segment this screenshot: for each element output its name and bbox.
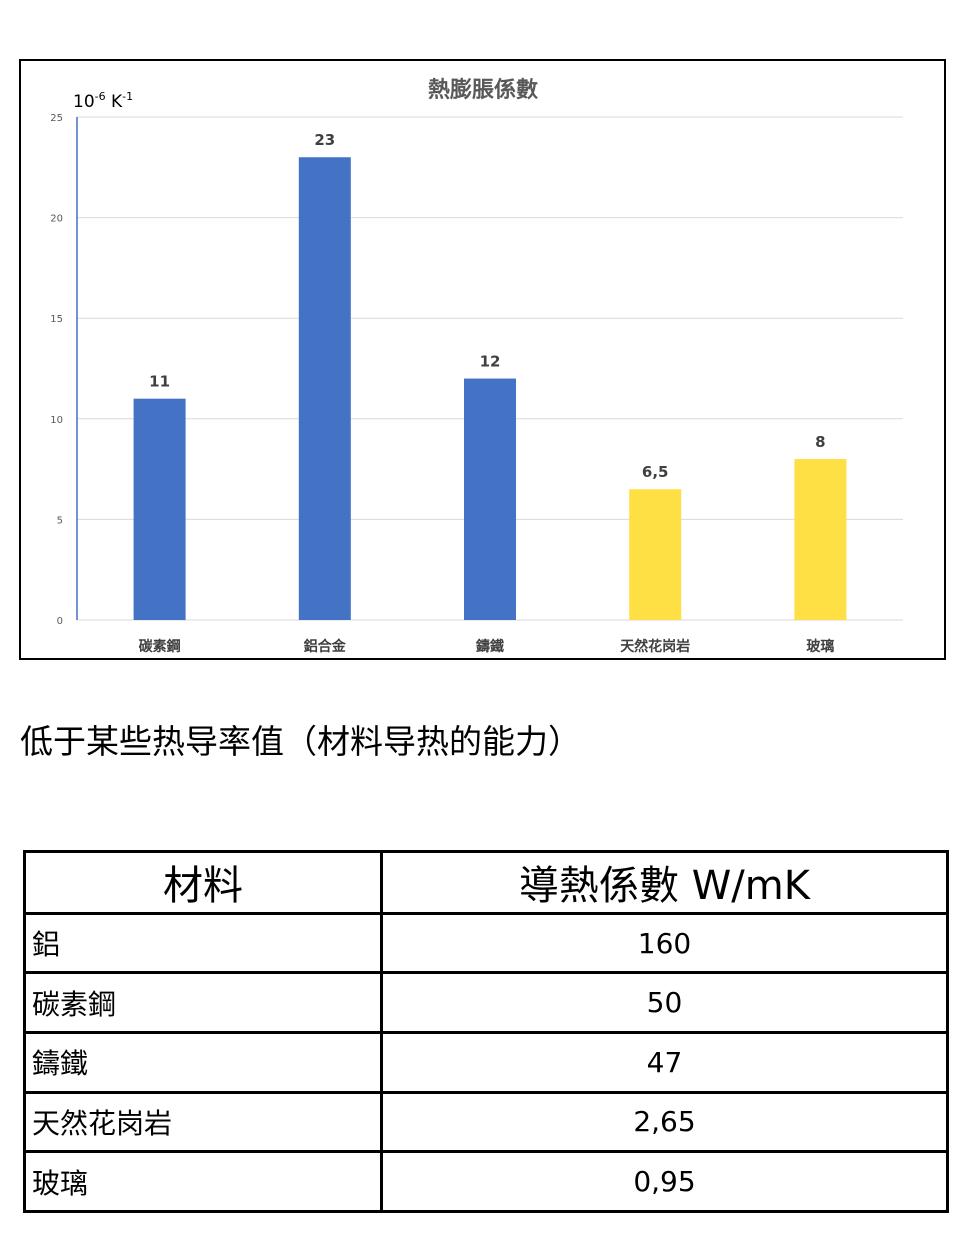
unit-symbol: K	[106, 92, 123, 112]
header-material: 材料	[23, 850, 383, 915]
y-tick-label: 0	[57, 616, 63, 627]
data-label: 8	[815, 433, 825, 451]
y-axis-ticks: 0 5 10 15 20 25	[50, 113, 63, 627]
y-tick-label: 20	[50, 214, 63, 225]
section-subtitle: 低于某些热导率值（材料导热的能力）	[20, 722, 581, 761]
bar-1	[133, 398, 186, 620]
bar-2	[298, 157, 351, 620]
unit-base: 10	[73, 92, 95, 112]
value-cell: 47	[380, 1030, 949, 1094]
y-tick-label: 25	[50, 113, 63, 124]
bar-4	[629, 489, 682, 620]
y-axis-unit-label: 10-6 K-1	[73, 90, 133, 112]
material-cell: 碳素鋼	[23, 971, 383, 1034]
category-label: 碳素鋼	[139, 638, 181, 655]
category-label: 鑄鐵	[475, 638, 504, 655]
unit-symbol-exponent: -1	[122, 90, 133, 103]
bar-5	[794, 459, 847, 620]
material-cell: 天然花岗岩	[23, 1090, 383, 1154]
data-label: 23	[314, 131, 335, 149]
category-label: 天然花岗岩	[620, 638, 690, 655]
y-tick-label: 10	[50, 415, 63, 426]
value-cell: 50	[380, 971, 949, 1034]
category-labels: 碳素鋼 鋁合金 鑄鐵 天然花岗岩 玻璃	[139, 638, 835, 655]
material-cell: 鋁	[23, 911, 383, 975]
value-cell: 160	[380, 911, 949, 975]
table-row: 鋁 160	[23, 911, 949, 975]
data-label: 11	[149, 373, 170, 391]
category-label: 玻璃	[806, 638, 834, 655]
chart-title: 熱膨脹係數	[428, 77, 538, 103]
table-row: 碳素鋼 50	[23, 971, 949, 1034]
table-header-row: 材料 導熱係數 W/mK	[23, 850, 949, 915]
category-label: 鋁合金	[304, 638, 347, 655]
thermal-expansion-chart: 熱膨脹係數 10-6 K-1 0 5 10 15 20 25 11 23 12 6,5 8 碳素鋼…	[19, 59, 946, 660]
material-cell: 玻璃	[23, 1150, 383, 1213]
data-label: 6,5	[642, 463, 669, 481]
value-cell: 2,65	[380, 1090, 949, 1154]
data-labels: 11 23 12 6,5 8	[149, 131, 825, 481]
y-tick-label: 15	[50, 314, 63, 325]
material-cell: 鑄鐵	[23, 1030, 383, 1094]
bar-3	[464, 378, 516, 620]
bars	[133, 157, 847, 620]
y-tick-label: 5	[57, 515, 63, 526]
data-label: 12	[480, 353, 501, 371]
table-row: 玻璃 0,95	[23, 1150, 949, 1213]
thermal-conductivity-table: 材料 導熱係數 W/mK 鋁 160 碳素鋼 50 鑄鐵 47 天然花岗岩 2,…	[23, 850, 949, 1213]
table-row: 鑄鐵 47	[23, 1030, 949, 1094]
unit-exponent: -6	[95, 90, 106, 103]
value-cell: 0,95	[380, 1150, 949, 1213]
header-conductivity: 導熱係數 W/mK	[380, 850, 949, 915]
table-row: 天然花岗岩 2,65	[23, 1090, 949, 1154]
